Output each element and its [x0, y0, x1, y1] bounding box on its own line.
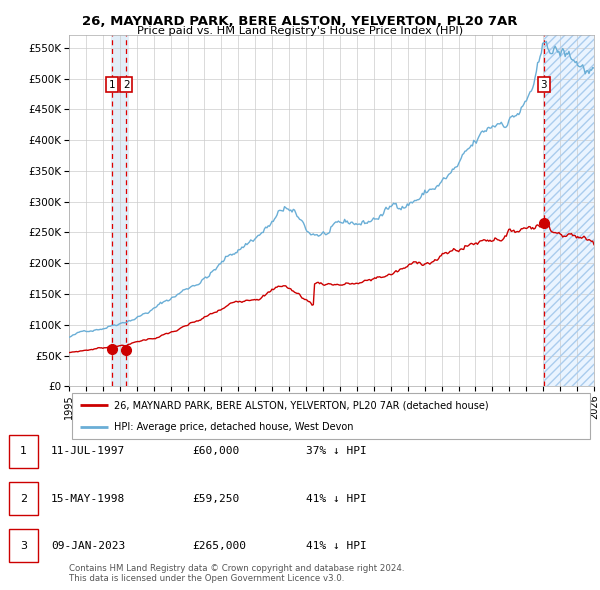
FancyBboxPatch shape [71, 394, 590, 438]
Text: 2: 2 [20, 494, 27, 503]
Text: £265,000: £265,000 [192, 541, 246, 550]
Text: HPI: Average price, detached house, West Devon: HPI: Average price, detached house, West… [113, 422, 353, 432]
Text: 37% ↓ HPI: 37% ↓ HPI [306, 447, 367, 456]
Text: 15-MAY-1998: 15-MAY-1998 [51, 494, 125, 503]
Text: 3: 3 [541, 80, 547, 90]
Text: Price paid vs. HM Land Registry's House Price Index (HPI): Price paid vs. HM Land Registry's House … [137, 26, 463, 36]
Text: 11-JUL-1997: 11-JUL-1997 [51, 447, 125, 456]
Text: 09-JAN-2023: 09-JAN-2023 [51, 541, 125, 550]
Text: 26, MAYNARD PARK, BERE ALSTON, YELVERTON, PL20 7AR (detached house): 26, MAYNARD PARK, BERE ALSTON, YELVERTON… [113, 400, 488, 410]
Text: 41% ↓ HPI: 41% ↓ HPI [306, 494, 367, 503]
Text: 2: 2 [123, 80, 130, 90]
Text: £59,250: £59,250 [192, 494, 239, 503]
Text: 26, MAYNARD PARK, BERE ALSTON, YELVERTON, PL20 7AR: 26, MAYNARD PARK, BERE ALSTON, YELVERTON… [82, 15, 518, 28]
Text: 3: 3 [20, 541, 27, 550]
Text: 41% ↓ HPI: 41% ↓ HPI [306, 541, 367, 550]
Bar [111, 35, 128, 386]
Text: £60,000: £60,000 [192, 447, 239, 456]
Bar [544, 35, 594, 386]
Text: 1: 1 [20, 447, 27, 456]
Text: Contains HM Land Registry data © Crown copyright and database right 2024.
This d: Contains HM Land Registry data © Crown c… [69, 563, 404, 583]
Bar [544, 35, 594, 386]
Text: 1: 1 [109, 80, 115, 90]
